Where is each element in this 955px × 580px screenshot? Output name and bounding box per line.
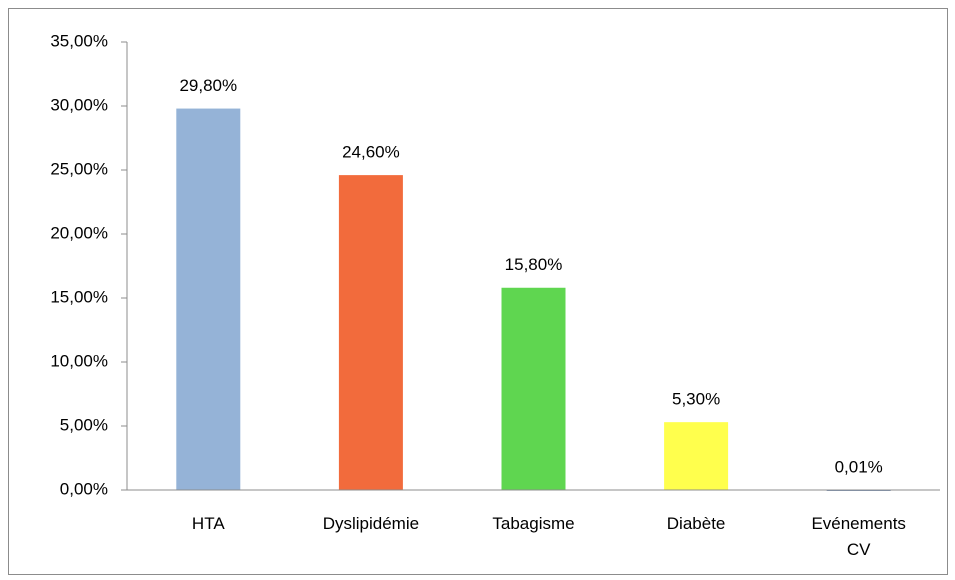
y-tick-label: 20,00% [50, 223, 108, 242]
value-label: 15,80% [505, 255, 563, 274]
x-tick-label: Dyslipidémie [322, 514, 420, 533]
bar [338, 175, 403, 490]
x-tick-label: Evénements CV [811, 514, 906, 559]
x-tick-label: Tabagisme [492, 514, 575, 533]
bar [501, 287, 566, 490]
bar [664, 422, 729, 490]
y-tick-label: 30,00% [50, 95, 108, 114]
y-tick-label: 5,00% [60, 415, 108, 434]
value-label: 29,80% [179, 76, 237, 95]
x-tick-label: HTA [191, 514, 225, 533]
y-tick-label: 15,00% [50, 287, 108, 306]
y-tick-label: 35,00% [50, 31, 108, 50]
value-label: 5,30% [672, 390, 720, 409]
value-label: 24,60% [342, 143, 400, 162]
y-tick-label: 25,00% [50, 159, 108, 178]
chart-border [8, 8, 948, 575]
y-tick-label: 0,00% [60, 479, 108, 498]
bar [176, 108, 241, 490]
x-tick-label: Diabète [666, 514, 726, 533]
value-label: 0,01% [835, 457, 883, 476]
y-tick-label: 10,00% [50, 351, 108, 370]
